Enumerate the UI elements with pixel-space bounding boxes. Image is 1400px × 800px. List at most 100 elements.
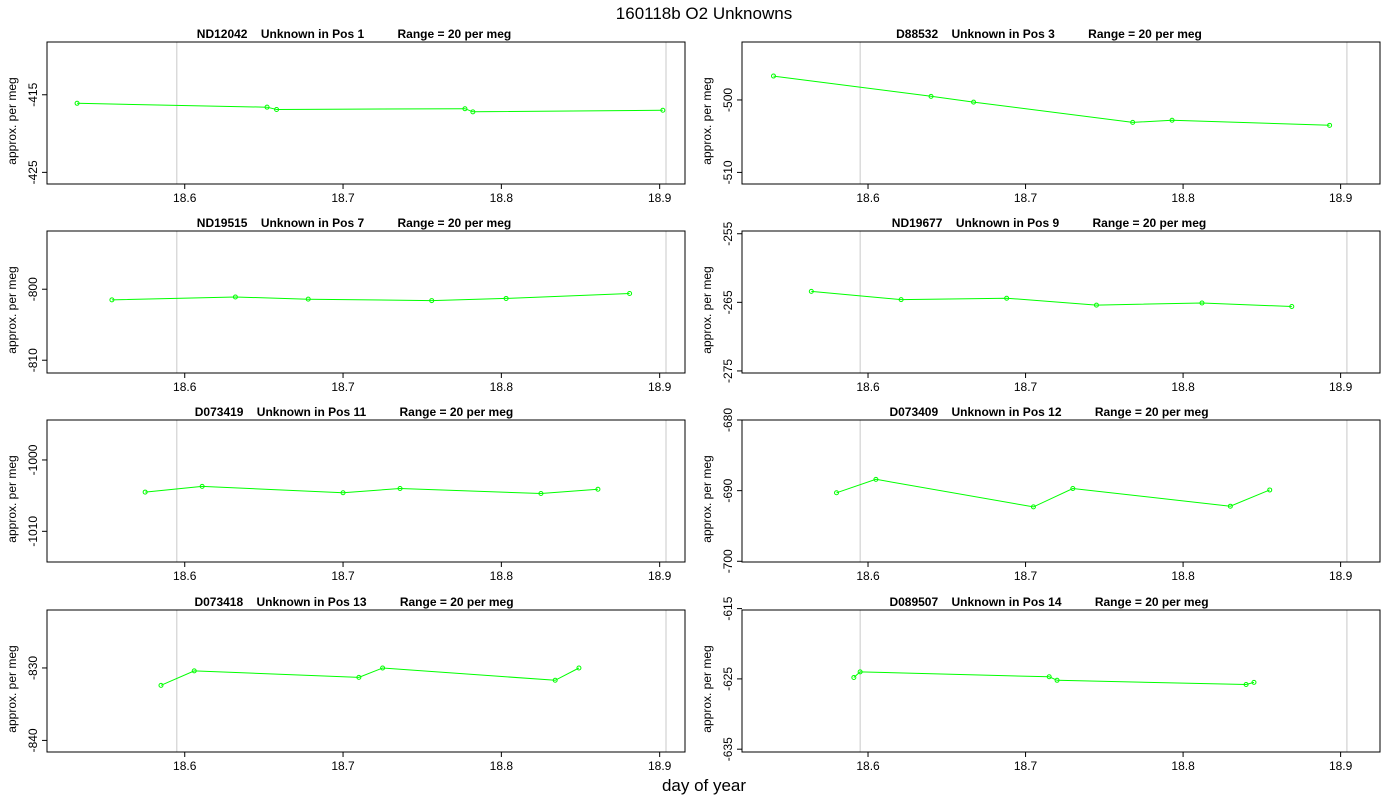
x-tick-label: 18.9 [1329, 569, 1353, 583]
data-point [857, 669, 863, 675]
data-point [1243, 682, 1249, 688]
figure-title: 160118b O2 Unknowns [616, 4, 792, 23]
series-line [773, 75, 1330, 126]
data-point [264, 104, 270, 110]
data-point [1070, 486, 1076, 492]
data-point [142, 489, 148, 495]
chart-panel: D88532 Unknown in Pos 3 Range = 20 per m… [700, 27, 1381, 205]
x-tick-label: 18.7 [331, 759, 355, 773]
plot-frame [741, 609, 1381, 753]
series-line [145, 485, 598, 495]
data-point [109, 297, 115, 303]
data-point [1251, 679, 1257, 685]
data-point [771, 73, 777, 79]
x-tick-label: 18.8 [1171, 191, 1195, 205]
data-point [660, 107, 666, 113]
chart-panel: D089507 Unknown in Pos 14 Range = 20 per… [700, 595, 1381, 773]
x-axis-label: day of year [662, 776, 746, 795]
data-point [1199, 300, 1205, 306]
series-line [77, 102, 663, 113]
data-point [305, 296, 311, 302]
x-tick-label: 18.9 [648, 569, 672, 583]
data-point [928, 93, 934, 99]
x-tick-label: 18.8 [490, 759, 514, 773]
x-tick-label: 18.9 [1329, 759, 1353, 773]
x-tick-label: 18.7 [1014, 759, 1038, 773]
data-point [898, 297, 904, 303]
panel-title: ND19677 Unknown in Pos 9 Range = 20 per … [892, 216, 1206, 230]
panel-title: D88532 Unknown in Pos 3 Range = 20 per m… [896, 27, 1202, 41]
x-tick-label: 18.9 [648, 191, 672, 205]
x-tick-label: 18.8 [1171, 380, 1195, 394]
y-tick-label: -635 [721, 737, 735, 761]
series-line [811, 290, 1292, 307]
data-point [1169, 117, 1175, 123]
data-point [1046, 674, 1052, 680]
y-axis-label: approx. per meg [700, 645, 714, 732]
data-point [1327, 122, 1333, 128]
panel-title: D073418 Unknown in Pos 13 Range = 20 per… [194, 595, 513, 609]
data-point [356, 674, 362, 680]
x-tick-label: 18.9 [648, 759, 672, 773]
data-point [1289, 303, 1295, 309]
y-tick-label: -680 [721, 408, 735, 432]
data-point [552, 677, 558, 683]
data-point [74, 100, 80, 106]
data-point [429, 298, 435, 304]
plot-frame [46, 41, 686, 185]
data-point [1093, 302, 1099, 308]
panel-title: ND12042 Unknown in Pos 1 Range = 20 per … [197, 27, 511, 41]
panel-title: D073409 Unknown in Pos 12 Range = 20 per… [889, 405, 1208, 419]
x-tick-label: 18.9 [1329, 380, 1353, 394]
y-tick-label: -1010 [26, 516, 40, 547]
chart-panel: ND12042 Unknown in Pos 1 Range = 20 per … [5, 27, 686, 205]
data-point [576, 665, 582, 671]
x-tick-label: 18.6 [173, 759, 197, 773]
data-point [199, 483, 205, 489]
plot-frame [741, 41, 1381, 185]
data-point [462, 106, 468, 112]
data-point [380, 665, 386, 671]
y-tick-label: -510 [721, 160, 735, 184]
data-point [503, 295, 509, 301]
panel-title: D073419 Unknown in Pos 11 Range = 20 per… [195, 405, 513, 419]
data-point [1004, 295, 1010, 301]
data-point [1030, 504, 1036, 510]
plot-frame [46, 230, 686, 374]
x-tick-label: 18.7 [331, 569, 355, 583]
y-tick-label: -1000 [26, 444, 40, 475]
y-tick-label: -690 [721, 478, 735, 502]
chart-panel: D073418 Unknown in Pos 13 Range = 20 per… [5, 595, 686, 773]
x-tick-label: 18.6 [173, 569, 197, 583]
y-tick-label: -840 [26, 728, 40, 752]
x-tick-label: 18.8 [1171, 759, 1195, 773]
y-axis-label: approx. per meg [700, 77, 714, 164]
y-tick-label: -415 [26, 82, 40, 106]
panel-title: ND19515 Unknown in Pos 7 Range = 20 per … [197, 216, 511, 230]
chart-panels: ND12042 Unknown in Pos 1 Range = 20 per … [5, 27, 1381, 773]
series-line [853, 671, 1255, 686]
data-point [232, 294, 238, 300]
data-point [1267, 487, 1273, 493]
x-tick-label: 18.6 [173, 191, 197, 205]
chart-panel: D073419 Unknown in Pos 11 Range = 20 per… [5, 405, 686, 583]
y-axis-label: approx. per meg [5, 645, 19, 732]
x-tick-label: 18.8 [1171, 569, 1195, 583]
series-line [836, 478, 1270, 508]
y-tick-label: -810 [26, 348, 40, 372]
data-point [274, 107, 280, 113]
data-point [470, 109, 476, 115]
panel-title: D089507 Unknown in Pos 14 Range = 20 per… [889, 595, 1208, 609]
x-tick-label: 18.8 [490, 380, 514, 394]
x-tick-label: 18.7 [1014, 569, 1038, 583]
y-tick-label: -500 [721, 88, 735, 112]
series-line [160, 667, 580, 686]
x-tick-label: 18.7 [331, 380, 355, 394]
chart-panel: D073409 Unknown in Pos 12 Range = 20 per… [700, 405, 1381, 583]
data-point [340, 490, 346, 496]
x-tick-label: 18.6 [856, 569, 880, 583]
data-point [971, 99, 977, 105]
plot-frame [46, 609, 686, 753]
y-tick-label: -700 [721, 549, 735, 573]
data-point [627, 290, 633, 296]
